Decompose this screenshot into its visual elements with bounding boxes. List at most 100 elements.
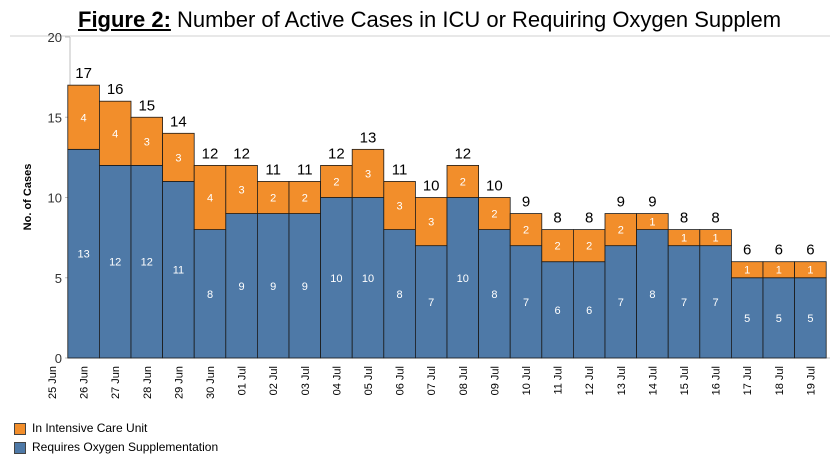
bar-oxygen — [762, 277, 796, 359]
y-tick-label: 15 — [48, 110, 62, 125]
data-label-icu: 1 — [776, 265, 782, 277]
data-label-total: 8 — [585, 210, 593, 227]
data-label-total: 8 — [680, 210, 688, 227]
bar-icu — [225, 164, 258, 214]
data-label-icu: 4 — [81, 112, 87, 124]
legend-item-icu: In Intensive Care Unit — [14, 420, 218, 437]
data-label-total: 10 — [423, 178, 440, 195]
data-label-icu: 1 — [649, 217, 655, 229]
x-tick-label: 07 Jul — [426, 366, 438, 395]
data-label-total: 9 — [522, 194, 530, 211]
data-label-icu: 3 — [144, 136, 150, 148]
bar-oxygen — [509, 245, 543, 359]
x-tick-label: 12 Jul — [584, 366, 596, 395]
data-label-total: 17 — [75, 65, 92, 82]
data-label-total: 13 — [360, 129, 377, 146]
x-tick-label: 10 Jul — [521, 366, 533, 395]
data-label-icu: 2 — [618, 225, 624, 237]
x-tick-label: 14 Jul — [647, 366, 659, 395]
data-label-icu: 1 — [744, 265, 750, 277]
x-tick-label: 27 Jun — [110, 366, 122, 399]
data-label-icu: 2 — [555, 241, 561, 253]
data-label-icu: 2 — [333, 176, 339, 188]
data-label-oxygen: 8 — [649, 289, 655, 301]
bar-oxygen — [320, 197, 353, 359]
legend-swatch-oxygen — [14, 441, 26, 454]
x-tick-label: 15 Jul — [679, 366, 691, 395]
bar-icu — [256, 181, 290, 214]
bar-oxygen — [225, 213, 258, 359]
bar-oxygen — [478, 229, 511, 359]
bar-oxygen — [446, 197, 480, 359]
x-tick-label: 01 Jul — [237, 366, 249, 395]
x-tick-label: 18 Jul — [774, 366, 786, 395]
data-label-icu: 4 — [207, 193, 213, 205]
bar-icu — [794, 261, 827, 279]
x-tick-label: 17 Jul — [742, 366, 754, 395]
data-label-total: 12 — [454, 145, 471, 162]
data-label-oxygen: 10 — [330, 273, 342, 285]
y-tick-label: 20 — [48, 30, 62, 45]
legend-label-icu: In Intensive Care Unit — [32, 421, 148, 435]
y-tick-label: 10 — [48, 191, 62, 206]
data-label-total: 11 — [297, 161, 313, 178]
figure-label: Figure 2: — [78, 7, 171, 32]
bar-icu — [446, 164, 480, 198]
x-tick-label: 28 Jun — [142, 366, 154, 399]
data-label-oxygen: 6 — [586, 305, 592, 317]
data-label-oxygen: 7 — [428, 297, 434, 309]
x-tick-label: 25 Jun — [47, 366, 59, 399]
bar-oxygen — [162, 181, 195, 359]
x-tick-label: 11 Jul — [553, 366, 565, 395]
x-tick-label: 06 Jul — [395, 366, 407, 395]
data-label-oxygen: 9 — [270, 281, 276, 293]
data-label-icu: 3 — [428, 217, 434, 229]
x-tick-label: 30 Jun — [205, 366, 217, 399]
data-label-icu: 3 — [239, 184, 245, 196]
data-label-oxygen: 7 — [713, 297, 719, 309]
data-label-icu: 2 — [491, 209, 497, 221]
x-tick-label: 26 Jun — [79, 366, 91, 399]
data-label-icu: 2 — [460, 176, 466, 188]
bar-oxygen — [193, 229, 227, 359]
data-label-oxygen: 11 — [173, 265, 184, 277]
data-label-oxygen: 5 — [776, 313, 782, 325]
data-label-oxygen: 6 — [555, 305, 561, 317]
bar-icu — [636, 213, 669, 231]
legend-item-oxygen: Requires Oxygen Supplementation — [14, 439, 218, 456]
chart-title: Figure 2: Number of Active Cases in ICU … — [78, 6, 781, 34]
legend: In Intensive Care Unit Requires Oxygen S… — [14, 420, 218, 458]
data-label-total: 12 — [328, 145, 345, 162]
bar-icu — [414, 197, 448, 247]
data-label-icu: 1 — [807, 265, 813, 277]
bar-oxygen — [604, 245, 638, 359]
chart-title-text: Number of Active Cases in ICU or Requiri… — [177, 7, 782, 32]
data-label-oxygen: 7 — [618, 297, 624, 309]
x-tick-label: 08 Jul — [458, 366, 470, 395]
data-label-total: 8 — [711, 210, 719, 227]
bar-oxygen — [414, 245, 448, 359]
bar-icu — [351, 148, 385, 198]
data-label-oxygen: 8 — [491, 289, 497, 301]
bar-oxygen — [667, 245, 701, 359]
data-label-oxygen: 10 — [457, 273, 469, 285]
data-label-oxygen: 9 — [302, 281, 308, 293]
data-label-icu: 3 — [365, 168, 371, 180]
data-label-oxygen: 9 — [239, 281, 245, 293]
data-label-icu: 2 — [523, 225, 529, 237]
data-label-oxygen: 8 — [207, 289, 213, 301]
bar-icu — [699, 229, 732, 247]
data-label-icu: 1 — [713, 233, 719, 245]
data-label-oxygen: 5 — [807, 313, 813, 325]
legend-swatch-icu — [14, 422, 26, 435]
data-label-total: 15 — [138, 97, 155, 114]
data-label-oxygen: 5 — [744, 313, 750, 325]
data-label-oxygen: 7 — [523, 297, 529, 309]
bar-icu — [193, 164, 227, 230]
data-label-total: 11 — [265, 161, 281, 178]
bar-oxygen — [288, 213, 322, 359]
data-label-oxygen: 10 — [362, 273, 374, 285]
x-tick-label: 19 Jul — [805, 366, 817, 395]
legend-label-oxygen: Requires Oxygen Supplementation — [32, 440, 219, 454]
data-label-total: 14 — [170, 113, 187, 130]
